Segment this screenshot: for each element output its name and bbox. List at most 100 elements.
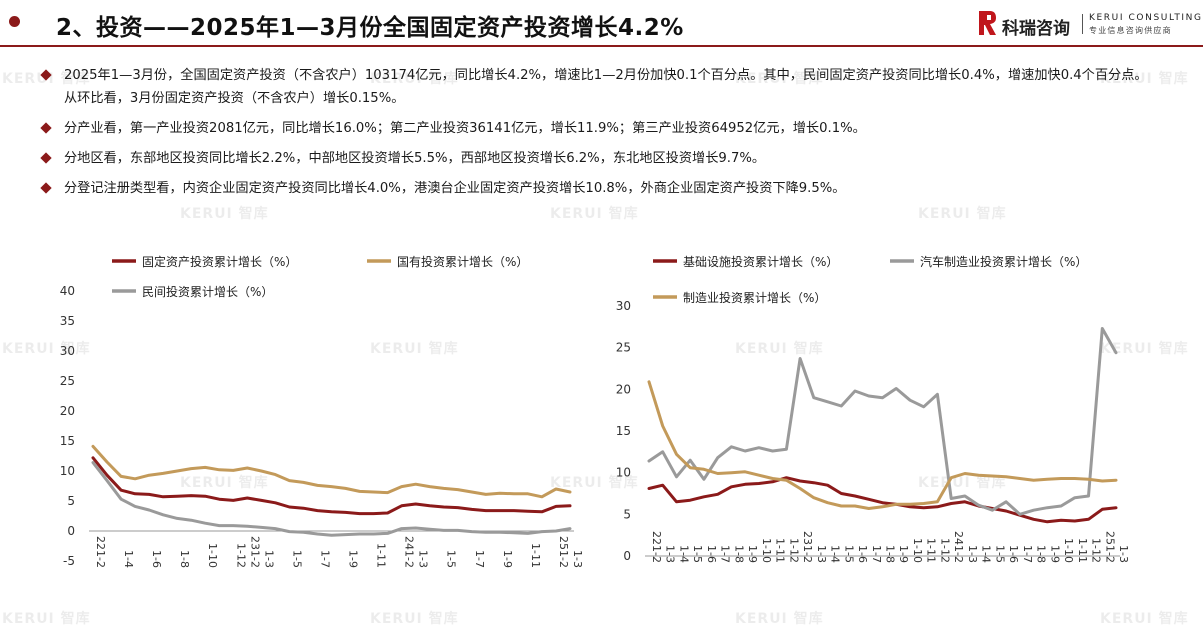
investment-growth-chart: -5 0 5 10 15 20 25 30 35 40 221-2 1-4 1-6 1-8 1-10 1-12… xyxy=(60,254,584,568)
y-tick-label: 15 xyxy=(60,434,75,448)
y-tick-label: 30 xyxy=(60,344,75,358)
x-tick-label: 1-5 xyxy=(842,545,855,563)
bullet-item: 分地区看，东部地区投资同比增长2.2%，中部地区投资增长5.5%，西部地区投资增… xyxy=(40,147,1160,170)
x-tick-label: 1-8 xyxy=(732,545,745,563)
bullet-list: 2025年1—3月份，全国固定资产投资（不含农户）103174亿元，同比增长4.… xyxy=(40,64,1160,207)
x-tick-label: 221-2 xyxy=(94,536,107,568)
diamond-bullet-icon xyxy=(40,182,52,194)
legend-label: 汽车制造业投资累计增长（%） xyxy=(920,254,1087,269)
bullet-text: 分地区看，东部地区投资同比增长2.2%，中部地区投资增长5.5%，西部地区投资增… xyxy=(64,151,766,166)
y-tick-label: 20 xyxy=(616,382,631,396)
x-tick-label: 1-7 xyxy=(318,550,331,568)
watermark: KERUI 智库 xyxy=(370,341,459,357)
x-tick-label: 1-11 xyxy=(375,543,388,568)
x-tick-label: 1-3 xyxy=(262,550,275,568)
y-tick-label: 25 xyxy=(60,374,75,388)
legend-label: 民间投资累计增长（%） xyxy=(142,284,273,299)
y-tick-label: 5 xyxy=(623,507,631,521)
y-tick-label: 5 xyxy=(67,494,75,508)
page-title: 2、投资——2025年1—3月份全国固定资产投资增长4.2% xyxy=(56,15,684,41)
x-tick-label: 241-2 xyxy=(952,531,965,563)
x-tick-label: 1-8 xyxy=(178,550,191,568)
kerui-logo-mark-icon xyxy=(979,11,996,35)
x-tick-label: 1-5 xyxy=(993,545,1006,563)
bullet-text: 2025年1—3月份，全国固定资产投资（不含农户）103174亿元，同比增长4.… xyxy=(64,68,1148,106)
x-tick-label: 1-6 xyxy=(150,550,163,568)
x-tick-label: 1-7 xyxy=(870,545,883,563)
x-tick-label: 1-3 xyxy=(966,545,979,563)
bullet-item: 分登记注册类型看，内资企业固定资产投资同比增长4.0%，港澳台企业固定资产投资增… xyxy=(40,177,1160,200)
diamond-bullet-icon xyxy=(40,69,52,81)
x-tick-label: 1-11 xyxy=(1076,538,1089,563)
logo-tagline: 专业信息咨询供应商 xyxy=(1089,26,1172,35)
bullet-text: 分登记注册类型看，内资企业固定资产投资同比增长4.0%，港澳台企业固定资产投资增… xyxy=(64,181,846,196)
x-tick-label: 231-2 xyxy=(801,531,814,563)
x-tick-label: 1-3 xyxy=(417,550,430,568)
x-tick-label: 1-10 xyxy=(760,538,773,563)
legend-label: 基础设施投资累计增长（%） xyxy=(683,254,838,269)
x-tick-label: 1-3 xyxy=(815,545,828,563)
x-tick-label: 1-9 xyxy=(501,550,514,568)
logo-english-name: KERUI CONSULTING xyxy=(1089,13,1203,23)
x-tick-label: 1-11 xyxy=(774,538,787,563)
x-tick-label: 1-4 xyxy=(980,545,993,563)
x-tick-label: 1-6 xyxy=(856,545,869,563)
x-tick-label: 1-11 xyxy=(925,538,938,563)
watermark: KERUI 智库 xyxy=(550,475,639,491)
logo-chinese-name: 科瑞咨询 xyxy=(1002,19,1070,39)
watermark: KERUI 智库 xyxy=(918,475,1007,491)
x-tick-label: 1-3 xyxy=(571,550,584,568)
x-tick-label: 1-6 xyxy=(1007,545,1020,563)
series-line xyxy=(647,476,1118,524)
x-tick-label: 1-11 xyxy=(529,543,542,568)
x-tick-label: 1-9 xyxy=(746,545,759,563)
watermark: KERUI 智库 xyxy=(735,611,824,627)
x-tick-label: 1-10 xyxy=(911,538,924,563)
x-tick-label: 1-7 xyxy=(473,550,486,568)
x-tick-label: 1-12 xyxy=(938,538,951,563)
x-tick-label: 1-5 xyxy=(290,550,303,568)
x-tick-label: 1-4 xyxy=(122,550,135,568)
x-tick-label: 1-5 xyxy=(691,545,704,563)
watermark: KERUI 智库 xyxy=(370,71,459,87)
x-tick-label: 1-9 xyxy=(347,550,360,568)
watermark: KERUI 智库 xyxy=(1100,71,1189,87)
series-line xyxy=(647,327,1118,516)
series-line xyxy=(91,444,572,499)
x-tick-label: 1-10 xyxy=(1062,538,1075,563)
x-tick-label: 1-3 xyxy=(664,545,677,563)
x-tick-label: 1-8 xyxy=(1035,545,1048,563)
x-tick-label: 1-5 xyxy=(445,550,458,568)
series-line xyxy=(91,456,572,516)
watermark: KERUI 智库 xyxy=(370,611,459,627)
y-tick-label: 40 xyxy=(60,284,75,298)
x-tick-label: 1-6 xyxy=(705,545,718,563)
logo-separator xyxy=(1082,14,1083,34)
x-tick-label: 1-12 xyxy=(234,543,247,568)
watermark: KERUI 智库 xyxy=(1100,341,1189,357)
y-tick-label: 25 xyxy=(616,341,631,355)
watermark: KERUI 智库 xyxy=(2,611,91,627)
legend-label: 固定资产投资累计增长（%） xyxy=(142,254,297,269)
x-tick-label: 1-3 xyxy=(1117,545,1130,563)
bullet-text: 分产业看，第一产业投资2081亿元，同比增长16.0%；第二产业投资36141亿… xyxy=(64,121,866,136)
y-tick-label: 10 xyxy=(616,466,631,480)
diamond-bullet-icon xyxy=(40,152,52,164)
x-tick-label: 1-4 xyxy=(677,545,690,563)
x-tick-label: 1-9 xyxy=(1048,545,1061,563)
x-tick-label: 1-9 xyxy=(897,545,910,563)
x-tick-label: 1-10 xyxy=(206,543,219,568)
y-tick-label: 10 xyxy=(60,464,75,478)
watermark: KERUI 智库 xyxy=(1100,611,1189,627)
title-bullet-dot xyxy=(9,16,20,27)
y-tick-label: 0 xyxy=(67,524,75,538)
watermark: KERUI 智库 xyxy=(550,206,639,222)
x-tick-label: 1-7 xyxy=(1021,545,1034,563)
y-tick-label: 30 xyxy=(616,299,631,313)
watermark: KERUI 智库 xyxy=(918,206,1007,222)
y-tick-label: 20 xyxy=(60,404,75,418)
watermark: KERUI 智库 xyxy=(735,341,824,357)
series-line xyxy=(647,380,1118,510)
watermark: KERUI 智库 xyxy=(180,206,269,222)
